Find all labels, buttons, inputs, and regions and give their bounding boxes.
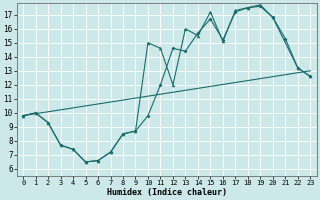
X-axis label: Humidex (Indice chaleur): Humidex (Indice chaleur)	[107, 188, 227, 197]
